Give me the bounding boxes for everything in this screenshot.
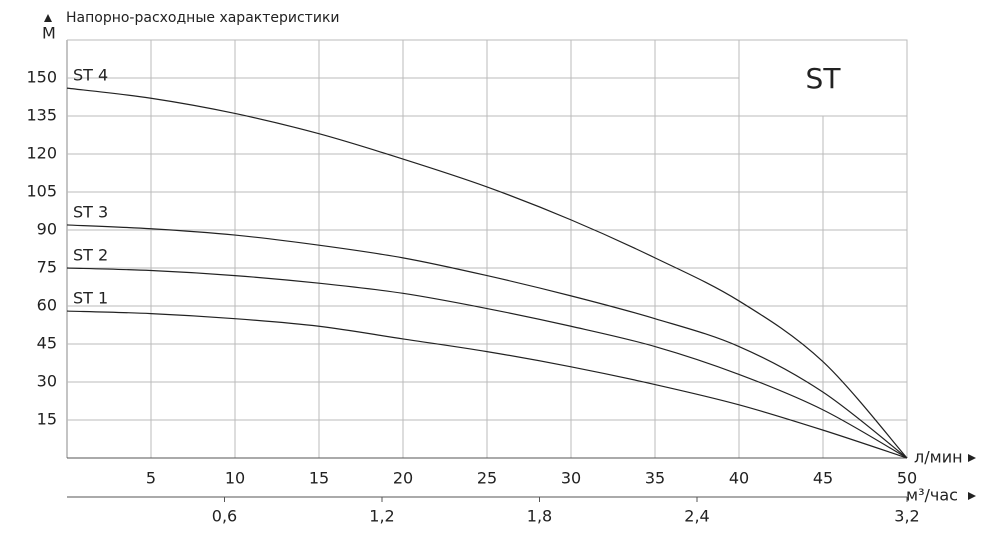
x2-tick-label: 1,8: [527, 507, 552, 526]
grid: [66, 39, 908, 502]
x2-axis-label: м³/час: [906, 486, 958, 505]
x-tick-label: 45: [813, 469, 833, 488]
curve: [66, 224, 908, 459]
y-tick-label: 150: [26, 68, 57, 87]
series-label: ST 2: [73, 246, 108, 265]
y-axis-label: М: [42, 24, 56, 43]
x-tick-label: 40: [729, 469, 749, 488]
y-tick-label: 30: [37, 372, 57, 391]
y-tick-label: 60: [37, 296, 57, 315]
box: [738, 39, 908, 117]
chart-title: Напорно-расходные характеристики: [66, 10, 340, 26]
curve: [66, 87, 908, 459]
y-tick-label: 90: [37, 220, 57, 239]
y-tick-label: 15: [37, 410, 57, 429]
series-label: ST 4: [73, 66, 108, 85]
x-tick-label: 10: [225, 469, 245, 488]
x-tick-label: 50: [897, 469, 917, 488]
x2-tick-label: 1,2: [369, 507, 394, 526]
x2-arrow: [968, 492, 976, 500]
y-tick-label: 45: [37, 334, 57, 353]
curve: [66, 310, 908, 459]
x2-tick-label: 3,2: [894, 507, 919, 526]
plot: [66, 87, 908, 459]
y-tick-label: 135: [26, 106, 57, 125]
x-tick-label: 35: [645, 469, 665, 488]
series-label: ST 1: [73, 289, 108, 308]
x2-tick-label: 0,6: [212, 507, 237, 526]
x-tick-label: 5: [146, 469, 156, 488]
x-tick-label: 30: [561, 469, 581, 488]
x2-tick-label: 2,4: [684, 507, 709, 526]
y-tick-label: 105: [26, 182, 57, 201]
x-arrow: [968, 454, 976, 462]
x-tick-label: 20: [393, 469, 413, 488]
x-tick-label: 25: [477, 469, 497, 488]
box-label: ST: [806, 62, 842, 95]
y-tick-label: 75: [37, 258, 57, 277]
x-axis-label: л/мин: [914, 448, 963, 467]
y-arrow: [44, 14, 52, 22]
curve: [66, 267, 908, 459]
series-label: ST 3: [73, 202, 108, 221]
y-tick-label: 120: [26, 144, 57, 163]
x-tick-label: 15: [309, 469, 329, 488]
